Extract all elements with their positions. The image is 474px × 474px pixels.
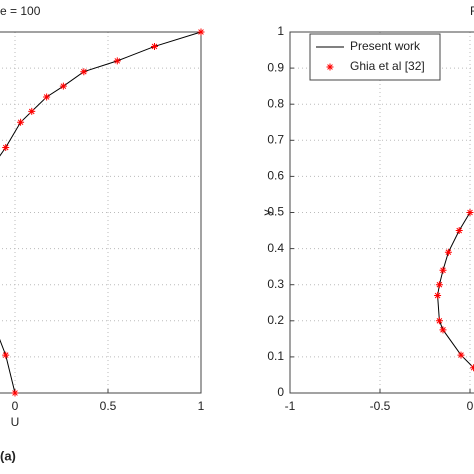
x-tick-label: 0.5: [100, 399, 117, 413]
y-tick-label: 0.7: [267, 132, 284, 146]
data-point: [455, 227, 463, 235]
x-tick-label: -0.5: [370, 399, 391, 413]
y-tick-label: 0.6: [267, 169, 284, 183]
data-point: [439, 326, 447, 334]
y-tick-label: 0.4: [267, 241, 284, 255]
data-point: [457, 351, 465, 359]
y-tick-label: 0.8: [267, 96, 284, 110]
chart-title: R: [470, 4, 474, 18]
y-tick-label: 0.2: [267, 313, 284, 327]
data-point: [466, 209, 474, 216]
x-tick-label: -1: [285, 399, 296, 413]
data-point: [80, 68, 88, 76]
y-axis-label: y: [260, 210, 274, 216]
x-tick-label: 0: [467, 399, 474, 413]
legend-marker: [326, 63, 334, 71]
plot-frame: [0, 31, 202, 394]
data-point: [2, 351, 10, 359]
panel-label: (a): [0, 448, 16, 463]
data-point: [434, 292, 442, 300]
y-tick-label: 1: [277, 24, 284, 38]
y-tick-label: 0.9: [267, 60, 284, 74]
x-tick-label: 0: [12, 399, 19, 413]
legend-label: Ghia et al [32]: [350, 59, 425, 73]
data-point: [113, 57, 121, 65]
data-point: [28, 107, 36, 115]
y-tick-label: 0.1: [267, 349, 284, 363]
data-point: [43, 93, 51, 101]
y-tick-label: 0.5: [267, 205, 284, 219]
data-point: [435, 317, 443, 325]
y-tick-label: 0: [277, 385, 284, 399]
data-point: [2, 144, 10, 152]
chart-title: e = 100: [0, 4, 41, 18]
data-line: [0, 31, 202, 394]
data-line: [437, 212, 474, 369]
data-point: [59, 82, 67, 90]
data-point: [197, 28, 205, 36]
x-tick-label: 1: [198, 399, 205, 413]
legend-label: Present work: [350, 39, 421, 53]
data-point: [435, 281, 443, 289]
data-point: [17, 118, 25, 126]
y-tick-label: 0.3: [267, 277, 284, 291]
data-point: [444, 248, 452, 256]
data-point: [11, 389, 19, 397]
x-axis-label: U: [11, 415, 20, 429]
data-point: [151, 42, 158, 50]
legend-box: [309, 33, 441, 81]
data-point: [439, 266, 447, 274]
